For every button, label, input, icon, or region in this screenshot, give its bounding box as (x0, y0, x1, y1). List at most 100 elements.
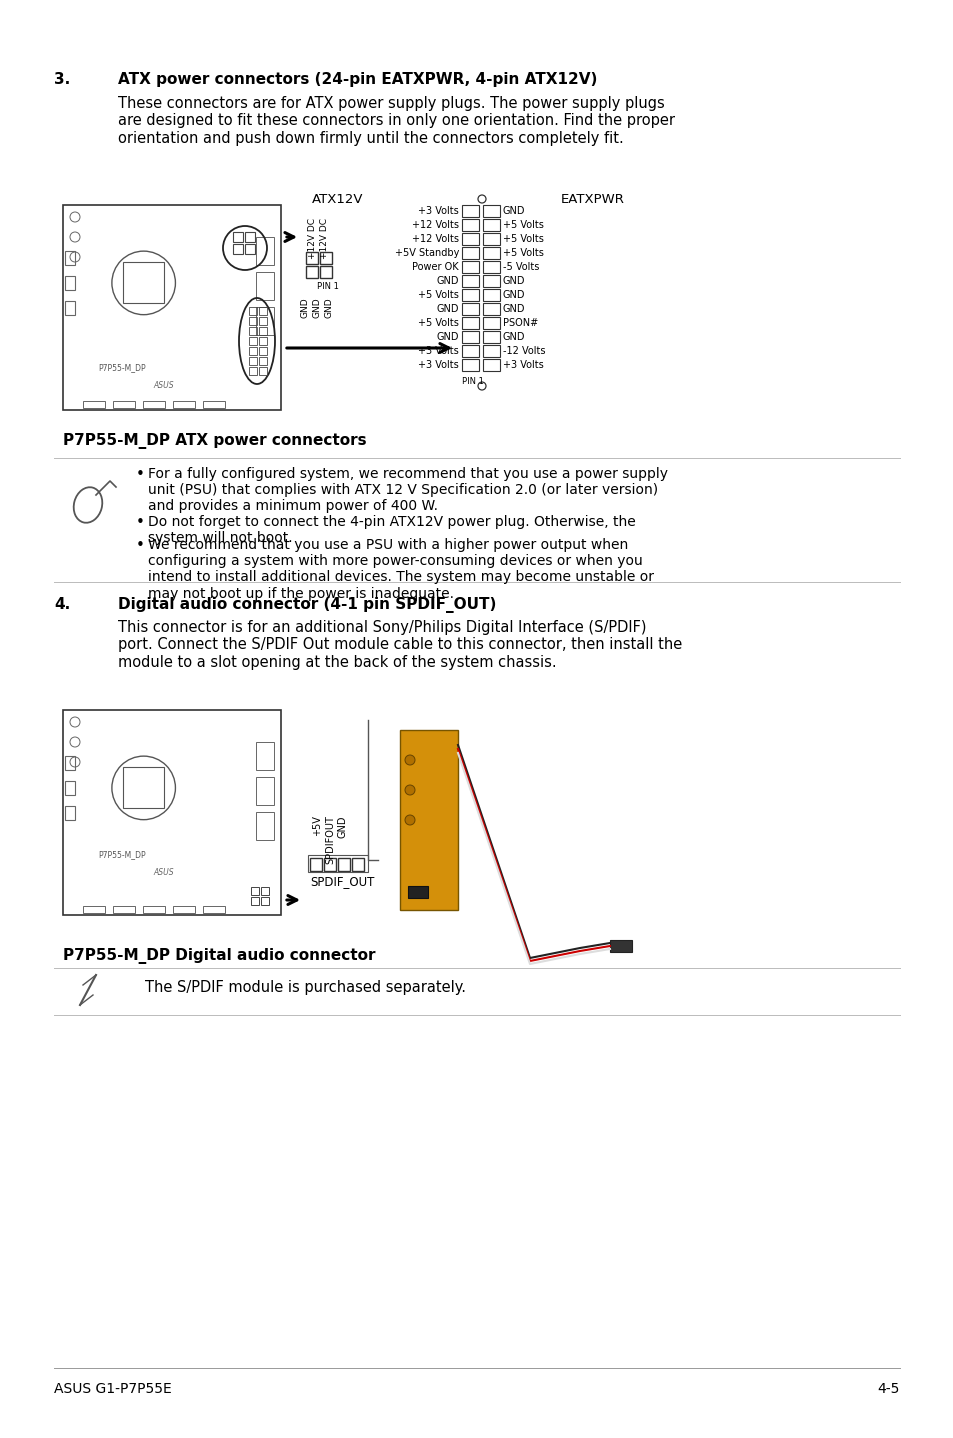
Text: +12V DC: +12V DC (320, 219, 329, 259)
Bar (83, 906, 105, 913)
Text: EATXPWR: EATXPWR (560, 193, 624, 206)
Text: GND: GND (436, 332, 458, 342)
Bar (255, 777, 274, 805)
Bar (261, 887, 269, 894)
Text: This connector is for an additional Sony/Philips Digital Interface (S/PDIF)
port: This connector is for an additional Sony… (118, 620, 681, 670)
Bar (65, 756, 75, 769)
Bar (258, 326, 267, 335)
Bar (482, 247, 499, 259)
Bar (461, 262, 478, 273)
Bar (143, 906, 165, 913)
Text: GND: GND (502, 206, 525, 216)
Text: GND: GND (300, 298, 309, 318)
Text: +12 Volts: +12 Volts (412, 220, 458, 230)
Bar (255, 306, 274, 335)
Bar (461, 303, 478, 315)
Circle shape (405, 755, 415, 765)
Bar (245, 232, 254, 242)
Text: For a fully configured system, we recommend that you use a power supply
unit (PS: For a fully configured system, we recomm… (148, 467, 667, 513)
Text: +5V Standby: +5V Standby (395, 247, 458, 257)
Text: GND: GND (324, 298, 334, 318)
Bar (461, 331, 478, 344)
Bar (123, 768, 164, 808)
Bar (258, 367, 267, 375)
Text: +3 Volts: +3 Volts (417, 347, 458, 357)
Bar (65, 781, 75, 795)
Bar (461, 345, 478, 357)
Bar (461, 360, 478, 371)
Bar (233, 244, 243, 255)
Bar (324, 858, 335, 871)
Bar (249, 306, 256, 315)
Bar (461, 247, 478, 259)
Bar (249, 336, 256, 345)
Bar (399, 731, 457, 910)
Bar (172, 906, 194, 913)
Bar (319, 252, 332, 265)
Bar (308, 856, 368, 871)
Text: 3.: 3. (54, 72, 71, 88)
Bar (65, 807, 75, 820)
Text: ATX power connectors (24-pin EATXPWR, 4-pin ATX12V): ATX power connectors (24-pin EATXPWR, 4-… (118, 72, 597, 88)
Bar (143, 401, 165, 408)
Bar (255, 812, 274, 840)
Text: GND: GND (502, 303, 525, 313)
Text: 4.: 4. (54, 597, 71, 613)
Text: ATX12V: ATX12V (312, 193, 363, 206)
Bar (482, 219, 499, 232)
Text: +12V DC: +12V DC (308, 219, 317, 259)
Text: •: • (136, 538, 145, 554)
Text: +5 Volts: +5 Volts (502, 234, 543, 244)
Bar (65, 276, 75, 290)
Bar (255, 742, 274, 769)
Bar (251, 897, 258, 905)
Bar (482, 289, 499, 301)
Text: GND: GND (502, 276, 525, 286)
Bar (258, 316, 267, 325)
Bar (461, 275, 478, 288)
Bar (306, 266, 317, 278)
Text: •: • (136, 467, 145, 482)
Text: SPDIFOUT: SPDIFOUT (325, 815, 335, 864)
Bar (461, 233, 478, 244)
Text: GND: GND (337, 815, 348, 837)
Text: We recommend that you use a PSU with a higher power output when
configuring a sy: We recommend that you use a PSU with a h… (148, 538, 654, 601)
Text: -12 Volts: -12 Volts (502, 347, 545, 357)
Bar (482, 331, 499, 344)
Text: P7P55-M_DP: P7P55-M_DP (98, 362, 146, 372)
Text: GND: GND (436, 303, 458, 313)
Text: -5 Volts: -5 Volts (502, 262, 538, 272)
Bar (482, 316, 499, 329)
Text: GND: GND (436, 276, 458, 286)
Bar (482, 303, 499, 315)
Bar (352, 858, 364, 871)
Text: SPDIF_OUT: SPDIF_OUT (310, 874, 374, 889)
Text: ASUS G1-P7P55E: ASUS G1-P7P55E (54, 1382, 172, 1396)
Text: P7P55-M_DP Digital audio connector: P7P55-M_DP Digital audio connector (63, 948, 375, 963)
Bar (112, 401, 135, 408)
Bar (258, 306, 267, 315)
Text: +3 Volts: +3 Volts (502, 360, 543, 370)
Text: +5 Volts: +5 Volts (417, 290, 458, 301)
Bar (461, 316, 478, 329)
Circle shape (405, 815, 415, 825)
Bar (249, 367, 256, 375)
Text: ASUS: ASUS (152, 869, 173, 877)
Bar (609, 940, 631, 952)
Bar (255, 272, 274, 301)
Bar (251, 887, 258, 894)
Bar (306, 252, 317, 265)
Bar (258, 336, 267, 345)
Bar (482, 206, 499, 217)
Text: P7P55-M_DP ATX power connectors: P7P55-M_DP ATX power connectors (63, 433, 366, 449)
Text: GND: GND (313, 298, 321, 318)
Bar (112, 906, 135, 913)
Text: +5V: +5V (312, 815, 322, 835)
Circle shape (405, 785, 415, 795)
Text: +5 Volts: +5 Volts (502, 247, 543, 257)
Bar (482, 360, 499, 371)
Bar (261, 897, 269, 905)
Bar (337, 858, 350, 871)
Bar (408, 886, 428, 897)
Bar (249, 347, 256, 355)
